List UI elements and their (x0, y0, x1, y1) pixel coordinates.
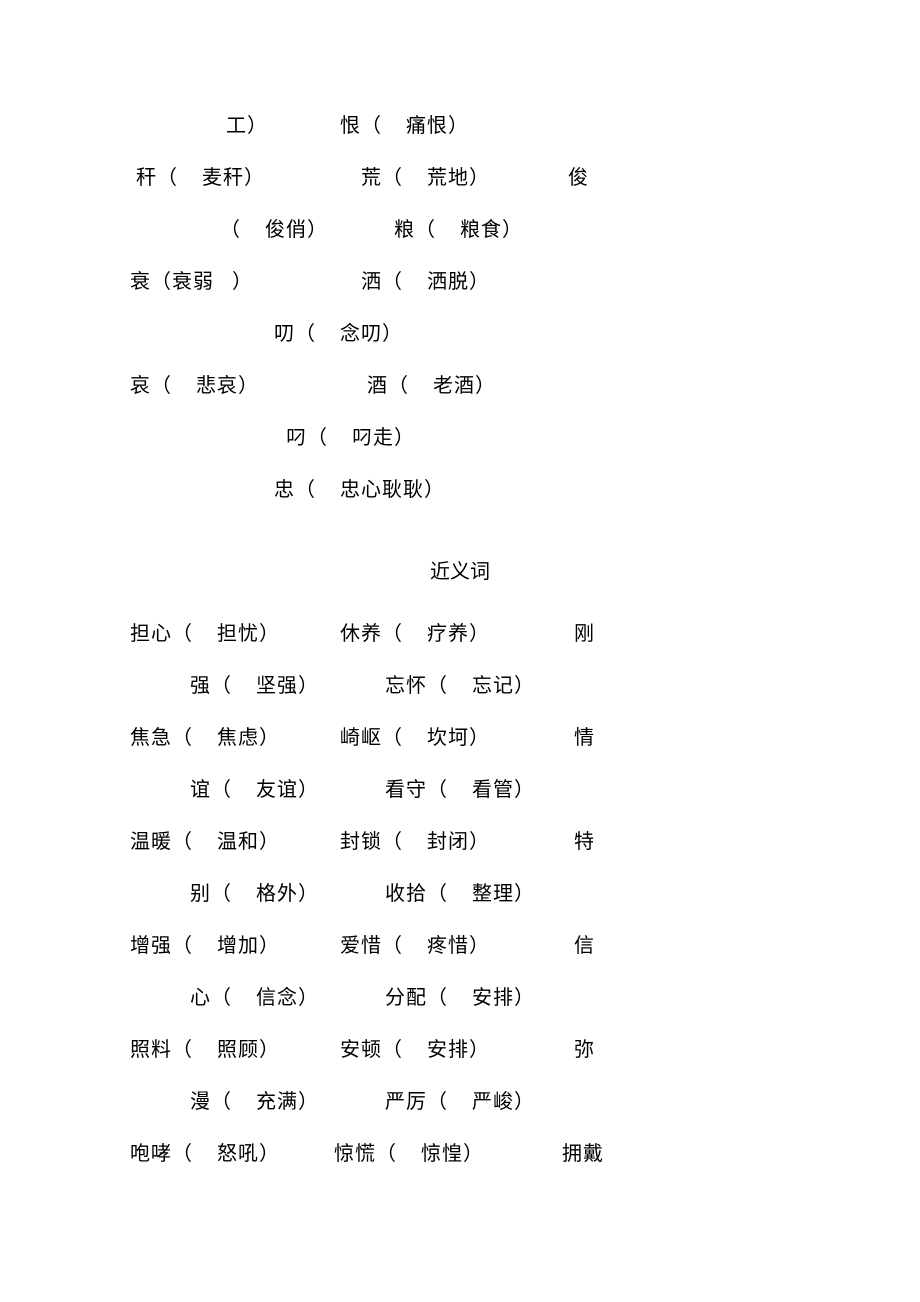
text-line: 工） 恨（ 痛恨） (130, 100, 790, 152)
text-line: 增强（ 增加） 爱惜（ 疼惜） 信 (130, 920, 790, 972)
text-line: 哀（ 悲哀） 酒（ 老酒） (130, 360, 790, 412)
text-line: 别（ 格外） 收拾（ 整理） (130, 868, 790, 920)
section-2: 担心（ 担忧） 休养（ 疗养） 刚 强（ 坚强） 忘怀（ 忘记） 焦急（ 焦虑）… (130, 608, 790, 1180)
text-line: 心（ 信念） 分配（ 安排） (130, 972, 790, 1024)
text-line: 强（ 坚强） 忘怀（ 忘记） (130, 660, 790, 712)
text-line: 秆（ 麦秆） 荒（ 荒地） 俊 (130, 152, 790, 204)
text-line: （ 俊俏） 粮（ 粮食） (130, 204, 790, 256)
document-body: 工） 恨（ 痛恨） 秆（ 麦秆） 荒（ 荒地） 俊 （ 俊俏） 粮（ 粮食） 衰… (130, 100, 790, 1180)
text-line: 焦急（ 焦虑） 崎岖（ 坎坷） 情 (130, 712, 790, 764)
text-line: 温暖（ 温和） 封锁（ 封闭） 特 (130, 816, 790, 868)
text-line: 照料（ 照顾） 安顿（ 安排） 弥 (130, 1024, 790, 1076)
text-line: 叼（ 叼走） (130, 412, 790, 464)
text-line: 谊（ 友谊） 看守（ 看管） (130, 764, 790, 816)
section-2-title: 近义词 (130, 546, 790, 598)
text-line: 担心（ 担忧） 休养（ 疗养） 刚 (130, 608, 790, 660)
text-line: 忠（ 忠心耿耿） (130, 464, 790, 516)
text-line: 衰（衰弱 ） 洒（ 洒脱） (130, 256, 790, 308)
text-line: 漫（ 充满） 严厉（ 严峻） (130, 1076, 790, 1128)
section-1: 工） 恨（ 痛恨） 秆（ 麦秆） 荒（ 荒地） 俊 （ 俊俏） 粮（ 粮食） 衰… (130, 100, 790, 516)
text-line: 叨（ 念叨） (130, 308, 790, 360)
text-line: 咆哮（ 怒吼） 惊慌（ 惊惶） 拥戴 (130, 1128, 790, 1180)
